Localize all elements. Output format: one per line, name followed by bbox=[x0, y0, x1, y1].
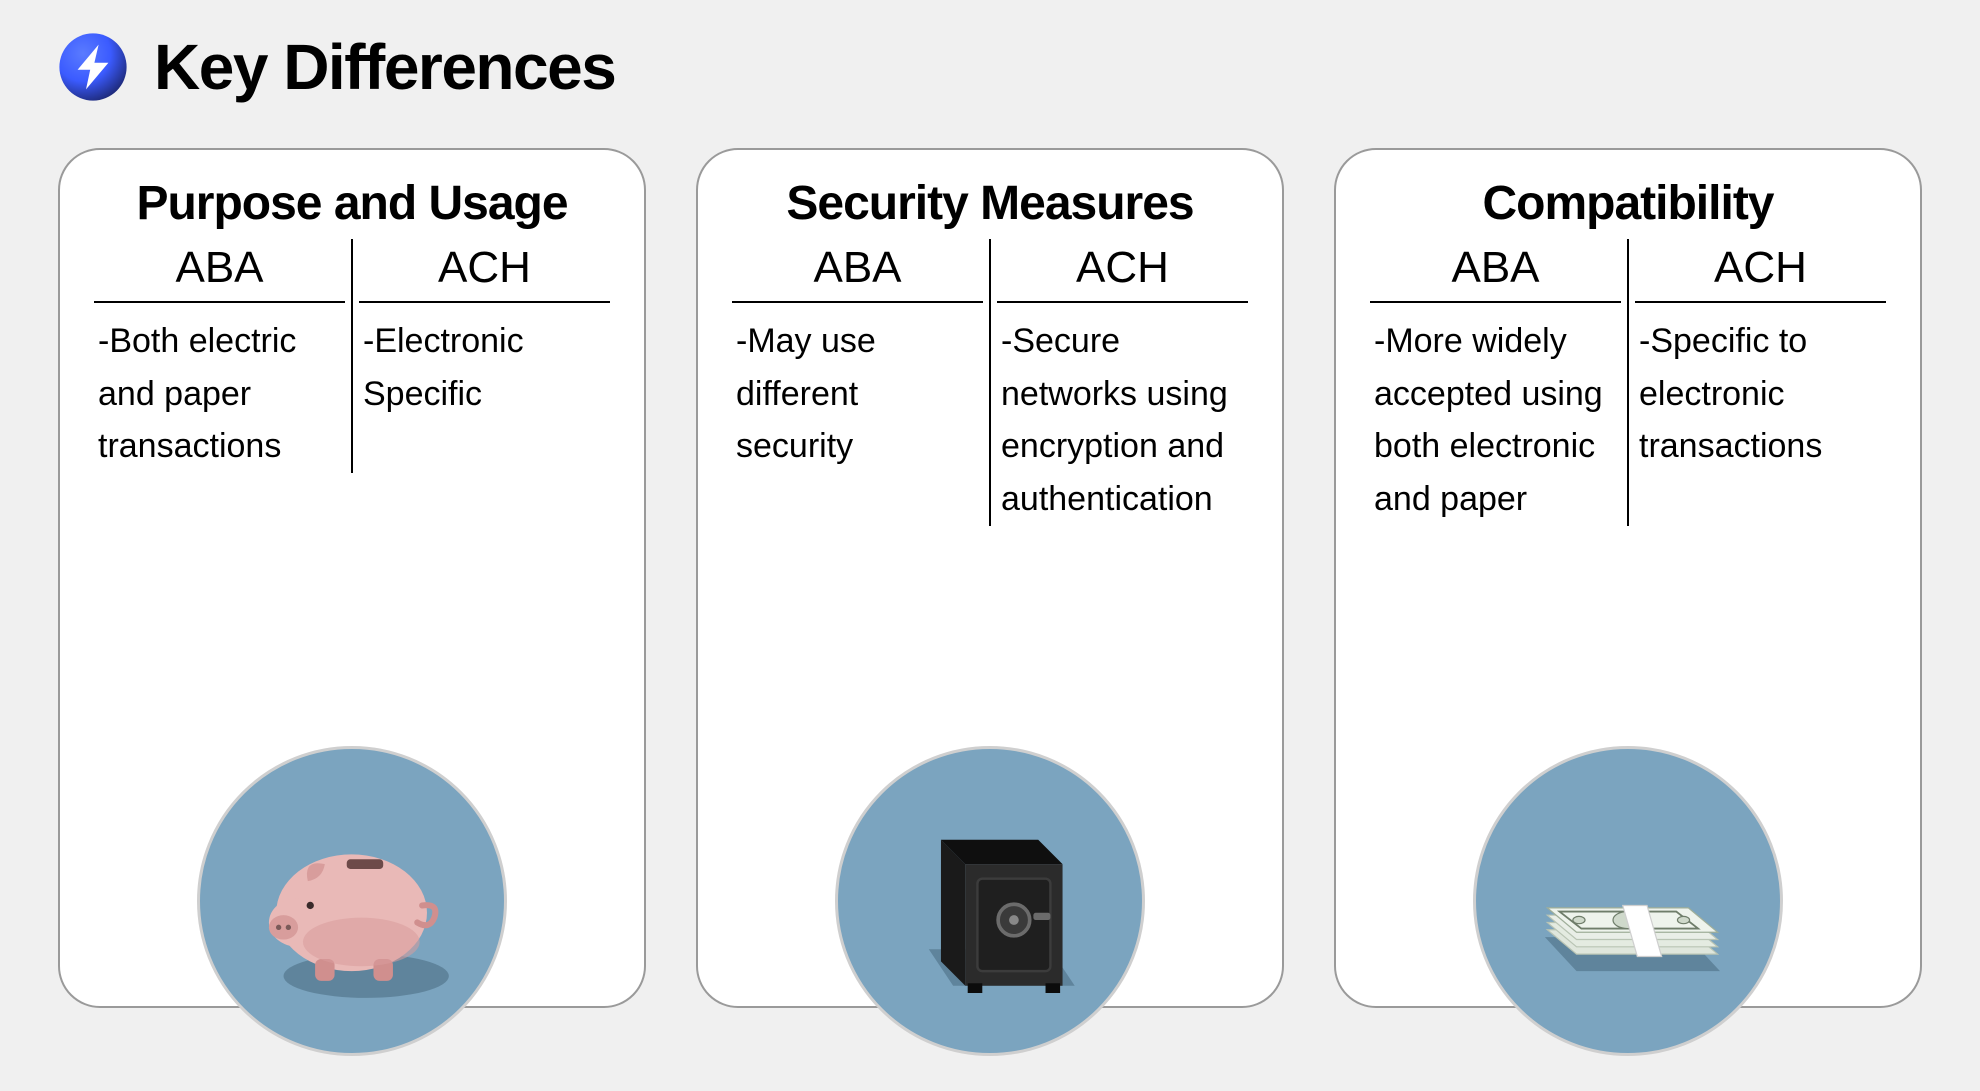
safe-icon bbox=[835, 746, 1145, 1056]
card-title: Compatibility bbox=[1364, 176, 1892, 231]
card-compatibility: Compatibility ABA -More widely accepted … bbox=[1334, 148, 1922, 1008]
card-purpose-usage: Purpose and Usage ABA -Both electric and… bbox=[58, 148, 646, 1008]
card-title: Purpose and Usage bbox=[88, 176, 616, 231]
card-title: Security Measures bbox=[726, 176, 1254, 231]
comparison-table: ABA -Both electric and paper transaction… bbox=[88, 239, 616, 473]
column-aba: ABA -May use different security bbox=[726, 239, 989, 526]
column-head: ABA bbox=[94, 239, 345, 303]
page-title: Key Differences bbox=[154, 30, 615, 104]
cash-stack-icon bbox=[1473, 746, 1783, 1056]
column-body: -Both electric and paper transactions bbox=[94, 315, 345, 473]
cards-row: Purpose and Usage ABA -Both electric and… bbox=[50, 148, 1930, 1008]
column-body: -May use different security bbox=[732, 315, 983, 473]
piggy-bank-icon bbox=[197, 746, 507, 1056]
comparison-table: ABA -May use different security ACH -Sec… bbox=[726, 239, 1254, 526]
column-head: ACH bbox=[997, 239, 1248, 303]
header: Key Differences bbox=[58, 30, 1930, 104]
column-body: -Secure networks using encryption and au… bbox=[997, 315, 1248, 526]
card-security-measures: Security Measures ABA -May use different… bbox=[696, 148, 1284, 1008]
column-ach: ACH -Electronic Specific bbox=[351, 239, 616, 473]
column-body: -More widely accepted using both electro… bbox=[1370, 315, 1621, 526]
column-head: ACH bbox=[1635, 239, 1886, 303]
column-ach: ACH -Secure networks using encryption an… bbox=[989, 239, 1254, 526]
column-body: -Specific to electronic transactions bbox=[1635, 315, 1886, 473]
column-body: -Electronic Specific bbox=[359, 315, 610, 420]
column-aba: ABA -Both electric and paper transaction… bbox=[88, 239, 351, 473]
comparison-table: ABA -More widely accepted using both ele… bbox=[1364, 239, 1892, 526]
column-head: ACH bbox=[359, 239, 610, 303]
lightning-circle-icon bbox=[58, 32, 128, 102]
column-aba: ABA -More widely accepted using both ele… bbox=[1364, 239, 1627, 526]
column-head: ABA bbox=[732, 239, 983, 303]
column-head: ABA bbox=[1370, 239, 1621, 303]
column-ach: ACH -Specific to electronic transactions bbox=[1627, 239, 1892, 526]
